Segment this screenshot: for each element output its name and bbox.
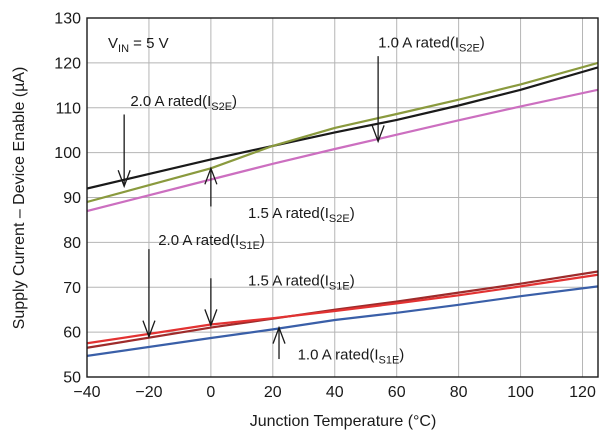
y-tick-label: 130 xyxy=(54,11,81,28)
series-line-i2e_2a xyxy=(87,66,598,190)
x-tick-label: 40 xyxy=(326,384,344,401)
y-axis-title: Supply Current – Device Enable (µA) xyxy=(11,67,28,330)
x-tick-labels: −40 −20 0 20 40 60 80 100 120 xyxy=(73,384,596,401)
arrow-a_15a_s2e xyxy=(204,166,218,207)
series-line-i1e_2a xyxy=(87,273,598,345)
series-lines xyxy=(87,61,598,357)
annotation-label-a_15a_s1e: 1.5 A rated(IS1E) xyxy=(248,273,355,293)
y-tick-label: 70 xyxy=(63,280,81,297)
x-tick-label: 0 xyxy=(206,384,215,401)
series-line-i1e_1a xyxy=(87,285,598,357)
y-tick-label: 90 xyxy=(63,190,81,207)
x-tick-label: 80 xyxy=(450,384,468,401)
annotation-label-a_15a_s2e: 1.5 A rated(IS2E) xyxy=(248,205,355,225)
annotation-arrows xyxy=(117,56,385,360)
x-axis-title: Junction Temperature (°C) xyxy=(250,413,437,430)
annotation-label-a_2a_s2e: 2.0 A rated(IS2E) xyxy=(130,93,237,113)
x-tick-label: 120 xyxy=(569,384,596,401)
y-tick-label: 80 xyxy=(63,235,81,252)
annotation-labels: 2.0 A rated(IS2E) 1.0 A rated(IS2E) 1.5 A … xyxy=(130,35,484,367)
y-tick-label: 60 xyxy=(63,325,81,342)
y-tick-label: 100 xyxy=(54,145,81,162)
x-tick-label: 20 xyxy=(264,384,282,401)
y-tick-label: 50 xyxy=(63,370,81,387)
arrow-a_2a_s1e xyxy=(142,249,156,339)
x-tick-label: 100 xyxy=(507,384,534,401)
x-tick-label: −20 xyxy=(135,384,162,401)
arrow-a_1a_s2e xyxy=(371,56,385,144)
arrow-a_15a_s1e xyxy=(204,278,218,328)
arrow-a_2a_s2e xyxy=(117,114,131,189)
annotation-label-a_2a_s1e: 2.0 A rated(IS1E) xyxy=(158,232,265,252)
y-tick-label: 110 xyxy=(55,100,81,117)
series-line-i1e_15a xyxy=(87,270,598,349)
y-tick-label: 120 xyxy=(54,55,81,72)
series-line-i2e_1a xyxy=(87,61,598,204)
annotation-label-a_1a_s2e: 1.0 A rated(IS2E) xyxy=(378,35,485,55)
condition-label: VIN = 5 V xyxy=(108,35,169,55)
x-tick-label: −40 xyxy=(73,384,100,401)
x-tick-label: 60 xyxy=(388,384,406,401)
plot-frame xyxy=(86,17,599,378)
series-line-i2e_15a xyxy=(87,88,598,213)
annotation-label-a_1a_s1e: 1.0 A rated(IS1E) xyxy=(298,347,405,367)
y-tick-labels: 50 60 70 80 90 100 110 120 130 xyxy=(54,11,81,387)
arrow-a_1a_s1e xyxy=(272,325,286,360)
